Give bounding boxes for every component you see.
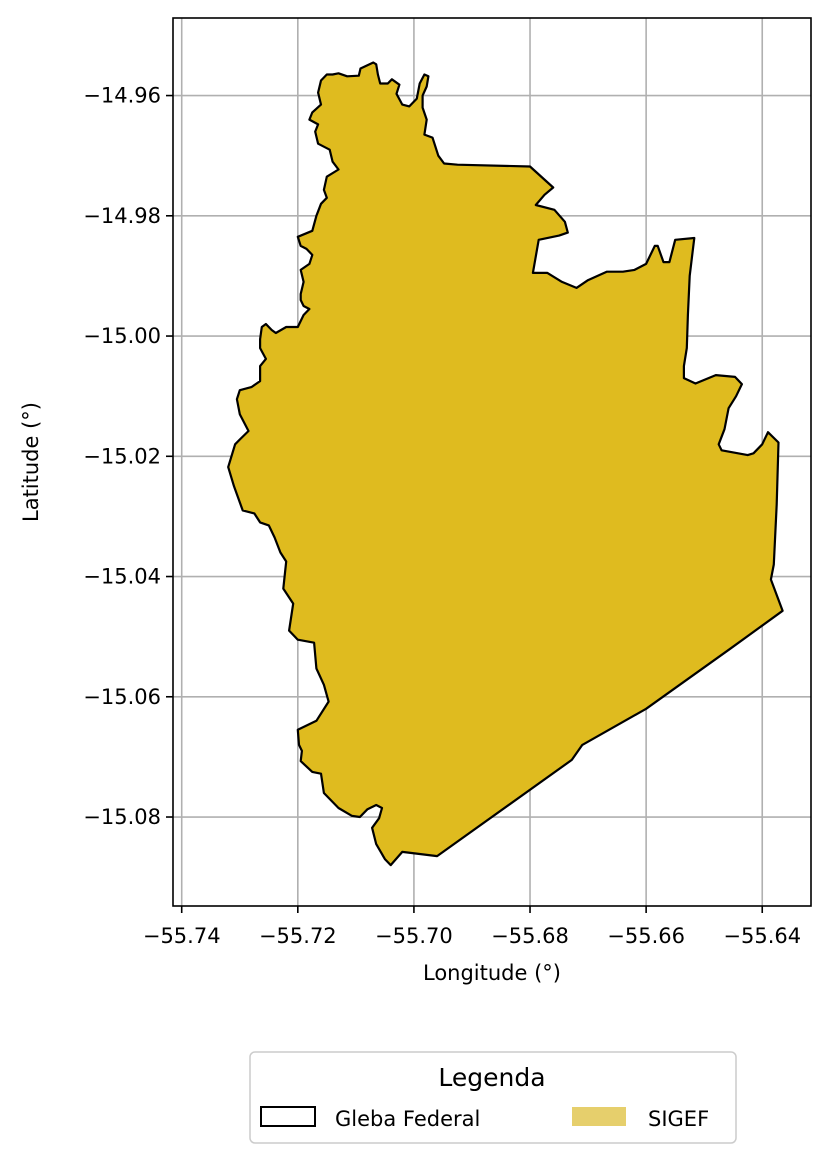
legend-label-gleba-federal: Gleba Federal (335, 1107, 480, 1131)
x-tick-label: −55.74 (143, 924, 221, 948)
x-axis-ticks: −55.74 −55.72 −55.70 −55.68 −55.66 −55.64 (143, 906, 801, 948)
y-tick-label: −14.96 (83, 84, 161, 108)
gleba-federal-polygon (227, 61, 784, 867)
y-axis-label: Latitude (°) (19, 402, 43, 522)
x-tick-label: −55.72 (259, 924, 337, 948)
x-axis-label: Longitude (°) (423, 961, 561, 985)
y-tick-label: −15.06 (83, 685, 161, 709)
axes-frame (172, 17, 812, 907)
y-tick-label: −15.04 (83, 565, 161, 589)
x-tick-label: −55.66 (607, 924, 685, 948)
y-tick-label: −15.00 (83, 324, 161, 348)
x-tick-label: −55.70 (375, 924, 453, 948)
legend-label-sigef: SIGEF (648, 1107, 709, 1131)
x-tick-label: −55.64 (723, 924, 801, 948)
x-tick-label: −55.68 (491, 924, 569, 948)
legend-swatch-sigef (572, 1107, 626, 1126)
legend: Legenda Gleba Federal SIGEF (249, 1051, 737, 1144)
y-tick-label: −14.98 (83, 204, 161, 228)
legend-title: Legenda (438, 1063, 545, 1092)
y-tick-label: −15.02 (83, 444, 161, 468)
legend-swatch-gleba-federal (260, 1106, 316, 1127)
y-axis-ticks: −14.96 −14.98 −15.00 −15.02 −15.04 −15.06 −15.… (83, 84, 173, 829)
y-tick-label: −15.08 (83, 805, 161, 829)
